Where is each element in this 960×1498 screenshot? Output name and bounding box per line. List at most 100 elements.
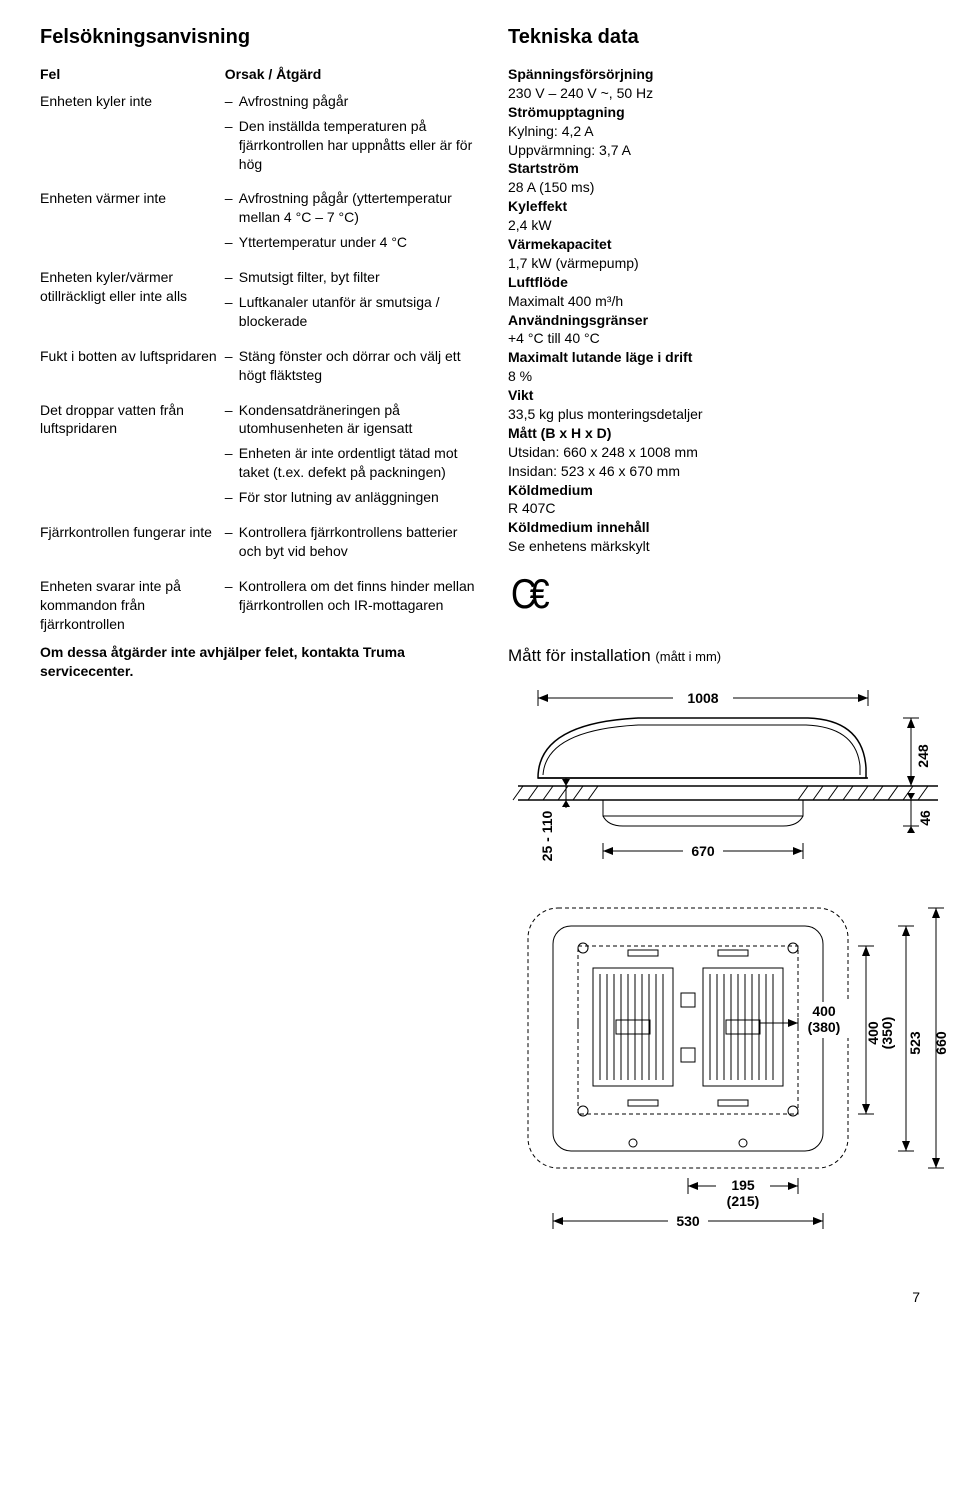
dim-530: 530 xyxy=(676,1213,700,1229)
spec-value: Insidan: 523 x 46 x 670 mm xyxy=(508,462,948,481)
dash-icon: – xyxy=(225,577,239,615)
dash-icon: – xyxy=(225,189,239,227)
spec-key: Strömupptagning xyxy=(508,103,948,122)
fault-label: Enheten värmer inte xyxy=(40,189,225,208)
dim-350h: (350) xyxy=(879,1016,895,1049)
spec-key: Spänningsförsörjning xyxy=(508,65,948,84)
action-text: Avfrostning pågår xyxy=(239,92,480,111)
dash-icon: – xyxy=(225,347,239,385)
fault-actions: –Avfrostning pågår (yttertemperatur mell… xyxy=(225,189,480,258)
spec-key: Värmekapacitet xyxy=(508,235,948,254)
dash-icon: – xyxy=(225,523,239,561)
action-text: Avfrostning pågår (yttertemperatur mella… xyxy=(239,189,480,227)
spec-value: 1,7 kW (värmepump) xyxy=(508,254,948,273)
spec-value: 230 V – 240 V ~, 50 Hz xyxy=(508,84,948,103)
spec-value: 33,5 kg plus monteringsdetaljer xyxy=(508,405,948,424)
dash-icon: – xyxy=(225,401,239,439)
fault-actions: –Kontrollera fjärrkontrollens batterier … xyxy=(225,523,480,567)
action-item: –Den inställda temperaturen på fjärrkont… xyxy=(225,117,480,174)
dash-icon: – xyxy=(225,268,239,287)
spec-key: Mått (B x H x D) xyxy=(508,424,948,443)
dim-195: 195 xyxy=(731,1177,755,1193)
col2-header: Orsak / Åtgärd xyxy=(225,65,480,84)
fault-row: Enheten kyler inte–Avfrostning pågår–Den… xyxy=(40,92,480,180)
spec-value: Utsidan: 660 x 248 x 1008 mm xyxy=(508,443,948,462)
action-text: Smutsigt filter, byt filter xyxy=(239,268,480,287)
action-text: Stäng fönster och dörrar och välj ett hö… xyxy=(239,347,480,385)
spec-value: Uppvärmning: 3,7 A xyxy=(508,141,948,160)
fault-row: Enheten kyler/värmer otillräckligt eller… xyxy=(40,268,480,337)
spec-value: 2,4 kW xyxy=(508,216,948,235)
dash-icon: – xyxy=(225,92,239,111)
fault-actions: –Kontrollera om det finns hinder mellan … xyxy=(225,577,480,621)
spec-key: Startström xyxy=(508,159,948,178)
spec-value: +4 °C till 40 °C xyxy=(508,329,948,348)
page-number: 7 xyxy=(40,1288,920,1307)
fault-row: Enheten svarar inte på kommandon från fj… xyxy=(40,577,480,634)
dim-46: 46 xyxy=(917,810,933,826)
action-item: –Yttertemperatur under 4 °C xyxy=(225,233,480,252)
col1-header: Fel xyxy=(40,65,225,84)
dash-icon: – xyxy=(225,293,239,331)
plan-view-diagram: 400 (380) 400 (350) 523 xyxy=(508,898,948,1258)
spec-key: Maximalt lutande läge i drift xyxy=(508,348,948,367)
dim-670: 670 xyxy=(691,843,715,859)
spec-value: 8 % xyxy=(508,367,948,386)
dash-icon: – xyxy=(225,117,239,174)
action-item: –Kontrollera om det finns hinder mellan … xyxy=(225,577,480,615)
action-item: –Kondensatdräneringen på utomhusenheten … xyxy=(225,401,480,439)
action-item: –Enheten är inte ordentligt tätad mot ta… xyxy=(225,444,480,482)
dim-248: 248 xyxy=(915,744,931,768)
action-item: –För stor lutning av anläggningen xyxy=(225,488,480,507)
action-text: Den inställda temperaturen på fjärrkontr… xyxy=(239,117,480,174)
dash-icon: – xyxy=(225,233,239,252)
dim-523: 523 xyxy=(907,1031,923,1055)
fault-row: Fjärrkontrollen fungerar inte–Kontroller… xyxy=(40,523,480,567)
footer-note: Om dessa åtgärder inte avhjälper felet, … xyxy=(40,643,480,681)
action-item: –Avfrostning pågår (yttertemperatur mell… xyxy=(225,189,480,227)
action-text: Yttertemperatur under 4 °C xyxy=(239,233,480,252)
fault-label: Fjärrkontrollen fungerar inte xyxy=(40,523,225,542)
fault-label: Enheten kyler/värmer otillräckligt eller… xyxy=(40,268,225,306)
action-item: –Stäng fönster och dörrar och välj ett h… xyxy=(225,347,480,385)
dash-icon: – xyxy=(225,488,239,507)
dim-380w: (380) xyxy=(808,1019,841,1035)
fault-label: Det droppar vatten från luftspridaren xyxy=(40,401,225,439)
dim-660: 660 xyxy=(933,1031,948,1055)
spec-key: Vikt xyxy=(508,386,948,405)
action-item: –Avfrostning pågår xyxy=(225,92,480,111)
spec-value: Kylning: 4,2 A xyxy=(508,122,948,141)
dash-icon: – xyxy=(225,444,239,482)
spec-key: Kyleffekt xyxy=(508,197,948,216)
fault-label: Enheten svarar inte på kommandon från fj… xyxy=(40,577,225,634)
troubleshooting-title: Felsökningsanvisning xyxy=(40,24,480,51)
side-view-diagram: 1008 xyxy=(508,678,948,888)
fault-actions: –Stäng fönster och dörrar och välj ett h… xyxy=(225,347,480,391)
action-item: –Smutsigt filter, byt filter xyxy=(225,268,480,287)
spec-key: Köldmedium xyxy=(508,481,948,500)
ce-mark-icon: C€ xyxy=(511,566,543,623)
fault-row: Det droppar vatten från luftspridaren–Ko… xyxy=(40,401,480,513)
technical-data-title: Tekniska data xyxy=(508,24,948,51)
action-text: För stor lutning av anläggningen xyxy=(239,488,480,507)
action-text: Enheten är inte ordentligt tätad mot tak… xyxy=(239,444,480,482)
action-item: –Kontrollera fjärrkontrollens batterier … xyxy=(225,523,480,561)
dim-215: (215) xyxy=(727,1193,760,1209)
spec-value: R 407C xyxy=(508,499,948,518)
fault-label: Enheten kyler inte xyxy=(40,92,225,111)
spec-key: Användningsgränser xyxy=(508,311,948,330)
action-text: Kontrollera om det finns hinder mellan f… xyxy=(239,577,480,615)
dim-25-110: 25 - 110 xyxy=(539,810,555,861)
technical-data-section: Tekniska data Spänningsförsörjning230 V … xyxy=(508,24,948,1258)
table-header: Fel Orsak / Åtgärd xyxy=(40,65,480,84)
spec-value: 28 A (150 ms) xyxy=(508,178,948,197)
install-dims-title: Mått för installation (mått i mm) xyxy=(508,645,948,668)
action-text: Kondensatdräneringen på utomhusenheten ä… xyxy=(239,401,480,439)
fault-row: Enheten värmer inte–Avfrostning pågår (y… xyxy=(40,189,480,258)
fault-actions: –Kondensatdräneringen på utomhusenheten … xyxy=(225,401,480,513)
fault-actions: –Smutsigt filter, byt filter–Luftkanaler… xyxy=(225,268,480,337)
spec-key: Luftflöde xyxy=(508,273,948,292)
troubleshooting-section: Felsökningsanvisning Fel Orsak / Åtgärd … xyxy=(40,24,480,1258)
fault-label: Fukt i botten av luftspridaren xyxy=(40,347,225,366)
spec-value: Se enhetens märkskylt xyxy=(508,537,948,556)
